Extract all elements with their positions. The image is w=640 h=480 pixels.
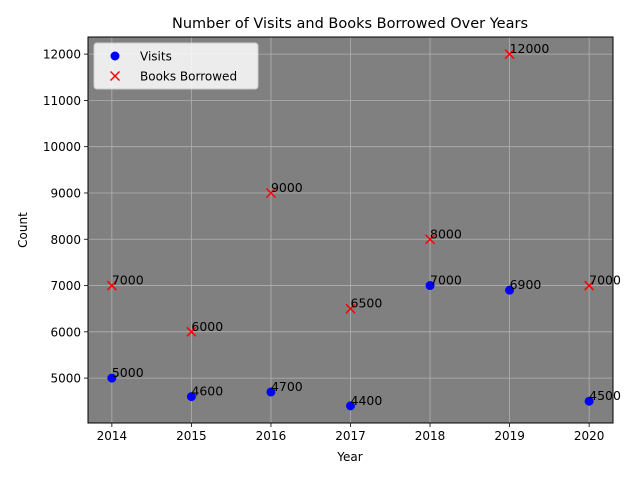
x-marker-stroke	[504, 49, 515, 60]
legend-marker-visits	[110, 51, 120, 61]
x-axis-ticks: 2014 2015 2016 2017 2018 2019 2020	[97, 423, 605, 443]
x-marker-stroke	[345, 303, 356, 314]
data-label-books-borrowed: 6000	[191, 319, 223, 334]
legend-label-books-borrowed: Books Borrowed	[140, 70, 237, 84]
point-books-borrowed	[345, 303, 356, 314]
y-tick-label: 10000	[43, 140, 81, 154]
x-tick-label: 2017	[335, 429, 366, 443]
x-marker-stroke	[425, 234, 436, 245]
point-books-borrowed	[425, 234, 436, 245]
data-label-visits: 4400	[351, 393, 383, 408]
point-visits	[505, 285, 515, 295]
data-label-books-borrowed: 6500	[351, 296, 383, 311]
y-tick-label: 7000	[50, 279, 81, 293]
data-label-books-borrowed: 8000	[430, 226, 462, 241]
point-visits	[186, 392, 196, 402]
y-axis-label: Count	[16, 212, 30, 248]
x-marker-stroke	[106, 280, 117, 291]
legend-marker-books-borrowed	[109, 70, 121, 82]
y-tick-label: 6000	[50, 325, 81, 339]
legend-box	[93, 42, 259, 90]
x-tick-label: 2019	[494, 429, 525, 443]
legend: Visits Books Borrowed	[93, 42, 259, 90]
y-tick-label: 11000	[43, 94, 81, 108]
x-tick-label: 2015	[176, 429, 207, 443]
point-books-borrowed	[186, 326, 197, 337]
chart-title: Number of Visits and Books Borrowed Over…	[172, 16, 528, 32]
x-tick-label: 2020	[574, 429, 605, 443]
y-axis-ticks: 5000 6000 7000 8000 9000 10000 11000 12000	[43, 48, 88, 386]
y-tick-label: 12000	[43, 48, 81, 62]
data-label-visits: 4700	[271, 379, 303, 394]
point-books-borrowed	[265, 187, 276, 199]
x-marker-stroke	[265, 187, 276, 199]
data-label-visits: 4600	[191, 384, 223, 399]
y-tick-label: 9000	[50, 186, 81, 200]
data-label-books-borrowed: 7000	[589, 273, 621, 288]
data-label-books-borrowed: 9000	[271, 180, 303, 195]
y-tick-label: 8000	[50, 233, 81, 247]
data-label-books-borrowed: 12000	[510, 41, 550, 56]
data-label-visits: 4500	[589, 388, 621, 403]
x-marker-stroke	[584, 280, 595, 291]
point-visits	[584, 396, 594, 406]
plot-frame	[87, 36, 614, 424]
data-marks	[106, 49, 595, 411]
data-label-visits: 7000	[430, 273, 462, 288]
x-tick-label: 2018	[415, 429, 446, 443]
point-visits	[107, 373, 117, 383]
data-label-books-borrowed: 7000	[112, 273, 144, 288]
point-books-borrowed	[584, 280, 595, 291]
grid-lines	[88, 37, 613, 423]
data-label-visits: 6900	[510, 277, 542, 292]
x-axis-label: Year	[336, 450, 362, 464]
point-visits	[425, 281, 435, 291]
point-books-borrowed	[504, 49, 515, 60]
point-books-borrowed	[106, 280, 117, 291]
point-visits	[346, 401, 355, 411]
point-visits	[266, 387, 276, 397]
legend-label-visits: Visits	[140, 50, 172, 64]
x-tick-label: 2014	[97, 429, 128, 443]
x-marker-stroke	[186, 326, 197, 337]
y-tick-label: 5000	[50, 372, 81, 386]
data-label-visits: 5000	[112, 365, 144, 380]
x-tick-label: 2016	[256, 429, 287, 443]
